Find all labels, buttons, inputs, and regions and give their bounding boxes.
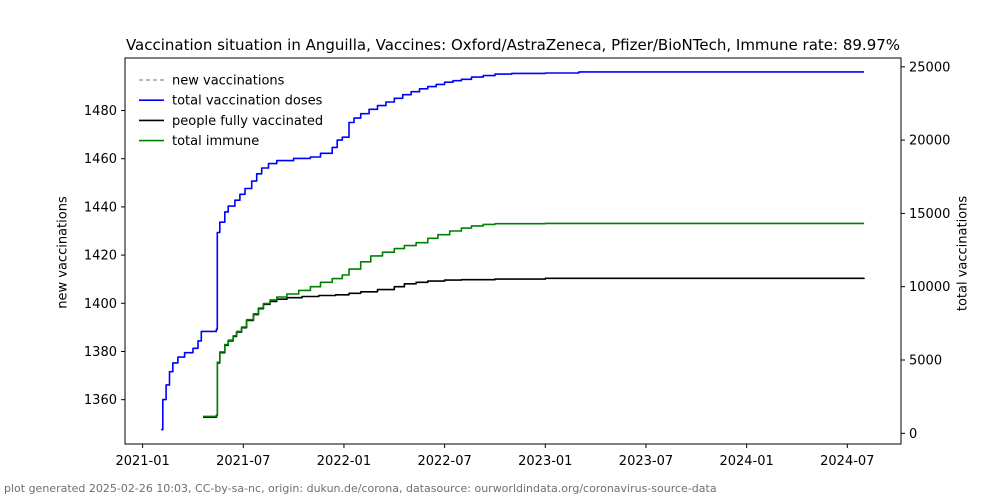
y-tick-label-left: 1480 [84, 104, 117, 119]
legend-label: people fully vaccinated [172, 114, 323, 129]
x-tick-label: 2023-01 [518, 454, 572, 469]
series-line-total-immune [203, 222, 865, 418]
legend-label: total vaccination doses [172, 94, 323, 109]
x-tick-label: 2024-07 [820, 454, 874, 469]
y-tick-label-left: 1420 [84, 249, 117, 264]
y-tick-label-left: 1400 [84, 297, 117, 312]
chart-title: Vaccination situation in Anguilla, Vacci… [125, 36, 901, 54]
y-tick-label-left: 1380 [84, 345, 117, 360]
x-tick-label: 2024-01 [719, 454, 773, 469]
series-line-total-vaccination-doses [161, 71, 865, 431]
legend-label: new vaccinations [172, 74, 285, 89]
y-tick-label-right: 15000 [909, 207, 950, 222]
legend-label: total immune [172, 134, 259, 149]
x-tick-label: 2023-07 [619, 454, 673, 469]
x-tick-label: 2021-01 [115, 454, 169, 469]
y-tick-label-right: 0 [909, 427, 917, 442]
y-tick-label-right: 10000 [909, 280, 950, 295]
y-tick-label-right: 5000 [909, 353, 942, 368]
y-tick-label-left: 1360 [84, 393, 117, 408]
y-tick-label-left: 1440 [84, 200, 117, 215]
footer-credits: plot generated 2025-02-26 10:03, CC-by-s… [4, 482, 717, 495]
y-tick-label-right: 25000 [909, 60, 950, 75]
x-tick-label: 2022-07 [417, 454, 471, 469]
x-tick-label: 2022-01 [317, 454, 371, 469]
series-line-people-fully-vaccinated [203, 277, 865, 418]
y-tick-label-left: 1460 [84, 152, 117, 167]
y-tick-label-right: 20000 [909, 134, 950, 149]
x-tick-label: 2021-07 [216, 454, 270, 469]
axes-box [124, 57, 902, 445]
